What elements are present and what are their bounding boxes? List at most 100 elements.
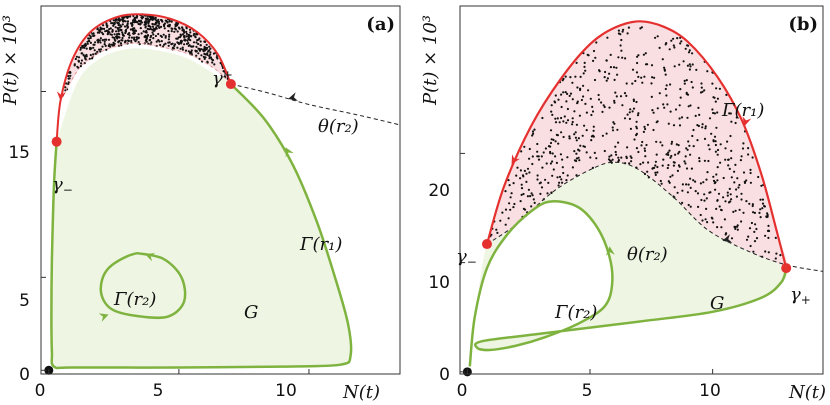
scatter-dot bbox=[650, 95, 653, 98]
scatter-dot bbox=[663, 66, 666, 69]
scatter-dot bbox=[712, 139, 715, 142]
scatter-dot bbox=[152, 33, 155, 36]
scatter-dot bbox=[566, 174, 569, 177]
scatter-dot bbox=[714, 150, 718, 153]
scatter-dot bbox=[575, 159, 578, 163]
scatter-dot bbox=[176, 37, 179, 40]
scatter-dot bbox=[705, 207, 708, 210]
scatter-dot bbox=[585, 129, 588, 132]
scatter-dot bbox=[133, 19, 136, 23]
scatter-dot bbox=[116, 27, 119, 30]
scatter-dot bbox=[619, 44, 622, 47]
scatter-dot bbox=[103, 40, 106, 43]
scatter-dot bbox=[692, 128, 695, 132]
scatter-dot bbox=[205, 43, 208, 46]
scatter-dot bbox=[630, 156, 633, 159]
scatter-dot bbox=[167, 24, 170, 27]
scatter-dot bbox=[183, 36, 186, 39]
scatter-dot bbox=[204, 47, 208, 50]
scatter-dot bbox=[108, 43, 111, 46]
scatter-dot bbox=[93, 49, 96, 52]
scatter-dot bbox=[117, 35, 120, 39]
scatter-dot bbox=[568, 137, 571, 140]
scatter-dot bbox=[520, 150, 523, 153]
scatter-dot bbox=[175, 24, 178, 27]
scatter-dot bbox=[565, 100, 568, 103]
scatter-dot bbox=[606, 77, 610, 80]
scatter-dot bbox=[566, 92, 569, 95]
scatter-dot bbox=[676, 169, 680, 172]
scatter-dot bbox=[568, 94, 571, 97]
scatter-dot bbox=[759, 208, 762, 211]
scatter-dot bbox=[679, 42, 682, 45]
scatter-dot bbox=[747, 153, 750, 156]
scatter-dot bbox=[708, 148, 711, 151]
scatter-dot bbox=[540, 155, 543, 158]
scatter-dot bbox=[653, 76, 656, 79]
scatter-dot bbox=[714, 140, 717, 143]
scatter-dot bbox=[128, 31, 131, 35]
scatter-dot bbox=[642, 161, 645, 164]
scatter-dot bbox=[151, 31, 154, 34]
scatter-dot bbox=[667, 164, 670, 167]
scatter-dot bbox=[608, 155, 611, 158]
scatter-dot bbox=[634, 79, 637, 83]
scatter-dot bbox=[571, 123, 574, 126]
scatter-dot bbox=[83, 44, 86, 47]
scatter-dot bbox=[168, 35, 171, 38]
scatter-dot bbox=[97, 39, 100, 42]
scatter-dot bbox=[510, 192, 513, 195]
scatter-dot bbox=[729, 134, 732, 138]
scatter-dot bbox=[130, 39, 133, 43]
scatter-dot bbox=[122, 34, 125, 37]
scatter-dot bbox=[659, 179, 662, 183]
scatter-dot bbox=[99, 37, 102, 40]
red-arrow bbox=[56, 91, 66, 101]
scatter-dot bbox=[626, 146, 629, 149]
scatter-dot bbox=[713, 96, 716, 99]
scatter-dot bbox=[751, 156, 754, 159]
scatter-dot bbox=[571, 120, 574, 124]
scatter-dot bbox=[166, 21, 169, 24]
scatter-dot bbox=[560, 105, 563, 109]
scatter-dot bbox=[92, 53, 95, 56]
scatter-dot bbox=[79, 65, 82, 68]
scatter-dot bbox=[666, 103, 669, 106]
scatter-dot bbox=[592, 129, 595, 132]
scatter-dot bbox=[206, 60, 209, 63]
scatter-dot bbox=[715, 126, 718, 129]
scatter-dot bbox=[686, 116, 689, 119]
scatter-dot bbox=[67, 81, 70, 84]
scatter-dot bbox=[561, 158, 564, 161]
scatter-dot bbox=[179, 47, 182, 50]
scatter-dot bbox=[713, 112, 717, 115]
pink-region-fill bbox=[56, 14, 231, 142]
scatter-dot bbox=[213, 63, 216, 66]
scatter-dot bbox=[65, 82, 68, 85]
scatter-dot bbox=[100, 31, 104, 34]
scatter-dot bbox=[575, 174, 578, 177]
gamma-r2-curve bbox=[99, 251, 187, 320]
scatter-dot bbox=[717, 192, 721, 195]
scatter-dot bbox=[151, 25, 154, 28]
scatter-dot bbox=[579, 87, 582, 90]
scatter-dot bbox=[170, 30, 173, 33]
scatter-dot bbox=[716, 199, 719, 202]
scatter-dot bbox=[532, 198, 535, 201]
scatter-dot bbox=[121, 23, 124, 26]
scatter-dot bbox=[701, 90, 704, 93]
scatter-dot bbox=[613, 99, 616, 102]
scatter-dot bbox=[179, 39, 183, 42]
scatter-dot bbox=[656, 120, 659, 123]
scatter-dot bbox=[697, 124, 701, 128]
scatter-dot bbox=[582, 145, 585, 148]
scatter-dot bbox=[188, 44, 191, 47]
x-axis-label: N(t) bbox=[788, 382, 826, 403]
scatter-dot bbox=[767, 251, 770, 254]
scatter-dot bbox=[528, 171, 531, 174]
scatter-dot bbox=[706, 70, 709, 73]
x-tick-label: 10 bbox=[275, 381, 297, 401]
scatter-dot bbox=[635, 125, 638, 128]
scatter-dot bbox=[644, 155, 647, 158]
scatter-dot bbox=[681, 201, 684, 204]
